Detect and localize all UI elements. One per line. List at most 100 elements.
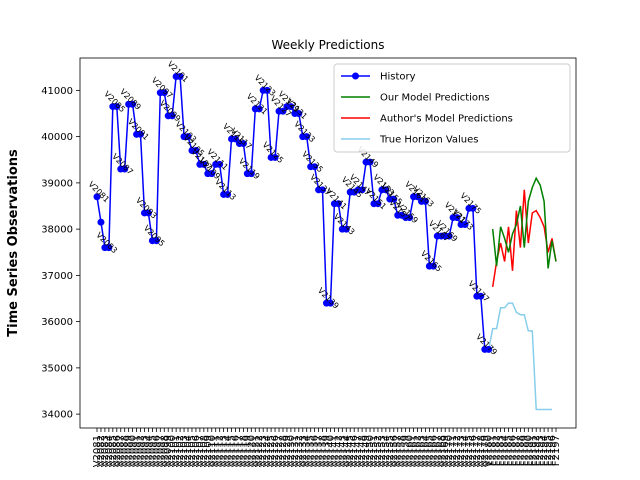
history-point (287, 103, 295, 111)
point-label: V2143 (332, 212, 357, 237)
true-horizon-line (487, 302, 552, 411)
history-point (224, 190, 232, 198)
history-point (406, 214, 414, 222)
chart-title: Weekly Predictions (272, 38, 385, 52)
x-tick-label: V2174 (460, 435, 471, 467)
x-tick-label: V2109 (203, 435, 214, 467)
history-point (239, 140, 247, 148)
x-tick-label: V2176 (468, 435, 479, 467)
legend-label: History (380, 72, 416, 83)
history-point (93, 193, 101, 201)
point-label: V2135 (300, 150, 325, 175)
legend-box (333, 63, 571, 153)
point-label: V2091 (126, 117, 151, 142)
x-tick-label: V2180 (484, 435, 495, 467)
point-label: V2121 (245, 92, 270, 117)
x-tick-label: V2105 (187, 435, 198, 467)
x-tick-label: V2092 (136, 435, 147, 467)
x-tick-label: F2192 (531, 435, 542, 466)
x-tick-label: V2088 (120, 435, 131, 467)
x-tick-label: V2148 (357, 435, 368, 467)
point-label: V2083 (94, 231, 119, 256)
history-point (374, 200, 382, 208)
history-point (192, 147, 200, 154)
x-tick-label: V2134 (302, 435, 313, 467)
x-tick-label: V2132 (294, 435, 305, 467)
x-tick-label: V2166 (428, 435, 439, 467)
y-tick-label: 35000 (41, 363, 73, 374)
history-point (326, 299, 334, 307)
point-label: V2177 (466, 279, 491, 304)
history-point (176, 73, 184, 80)
history-point (477, 292, 485, 300)
x-tick-label: V2165 (424, 435, 435, 467)
x-tick-label: V2120 (246, 435, 257, 467)
our-predictions-line (491, 176, 557, 269)
history-point (469, 204, 477, 212)
x-tick-label: V2126 (270, 435, 281, 467)
history-point (461, 221, 469, 228)
history-point (144, 209, 152, 217)
history-point (342, 225, 350, 233)
x-tick-label: V2158 (397, 435, 408, 467)
x-tick-label: V2096 (151, 435, 162, 467)
history-point (334, 200, 342, 208)
x-tick-label: V2100 (167, 435, 178, 467)
legend-label: Our Model Predictions (380, 93, 490, 104)
history-point (113, 103, 121, 111)
x-tick-label: V2131 (290, 435, 301, 467)
x-tick-label: V2103 (179, 435, 190, 467)
history-point (382, 186, 390, 194)
x-tick-label: V2160 (405, 435, 416, 467)
x-tick-label: F2189 (519, 435, 530, 466)
x-tick-label: V2143 (337, 435, 348, 467)
x-tick-label: V2147 (353, 435, 364, 467)
history-point (295, 110, 303, 117)
history-point (247, 170, 255, 178)
x-tick-label: V2177 (472, 435, 483, 467)
x-tick-label: F2187 (511, 435, 522, 466)
x-tick-label: V2114 (223, 435, 234, 467)
x-tick-label: V2170 (444, 435, 455, 467)
x-tick-label: F2185 (504, 435, 515, 466)
x-tick-label: F2184 (500, 435, 511, 466)
x-tick-label: V2153 (377, 435, 388, 467)
point-label: V2165 (419, 249, 444, 274)
x-tick-label: F2181 (488, 435, 499, 466)
history-point (184, 133, 192, 141)
x-tick-label: V2108 (199, 435, 210, 467)
x-tick-label: V2102 (175, 435, 186, 467)
x-tick-label: V2173 (456, 435, 467, 467)
point-label: V2133 (292, 120, 317, 145)
history-point (208, 170, 216, 178)
point-label: V2101 (166, 59, 191, 84)
x-tick-label: V2083 (100, 435, 111, 467)
x-tick-label: V2149 (361, 435, 372, 467)
x-tick-label: V2162 (413, 435, 424, 467)
history-point (263, 86, 271, 94)
x-tick-label: V2113 (219, 435, 230, 467)
x-tick-label: V2179 (480, 435, 491, 467)
history-point (168, 112, 176, 120)
history-point (255, 105, 263, 113)
x-tick-label: V2099 (163, 435, 174, 467)
x-tick-label: V2145 (345, 435, 356, 467)
x-tick-label: V2104 (183, 435, 194, 467)
x-tick-label: V2156 (389, 435, 400, 467)
history-point (421, 197, 429, 205)
y-tick-label: 38000 (41, 225, 73, 236)
x-tick-label: V2119 (242, 435, 253, 467)
history-point (279, 107, 287, 115)
legend-label: True Horizon Values (379, 135, 479, 146)
x-tick-label: F2190 (523, 435, 534, 466)
x-tick-label: V2136 (310, 435, 321, 467)
point-label: V2097 (150, 76, 175, 101)
legend: History Our Model Predictions Author's Mod… (333, 63, 571, 153)
x-tick-label: V2097 (155, 435, 166, 467)
x-tick-label: V2178 (476, 435, 487, 467)
x-tick-label: V2086 (112, 435, 123, 467)
x-tick-label: V2101 (171, 435, 182, 467)
x-tick-label: V2152 (373, 435, 384, 467)
x-tick-label: F2191 (527, 435, 538, 466)
